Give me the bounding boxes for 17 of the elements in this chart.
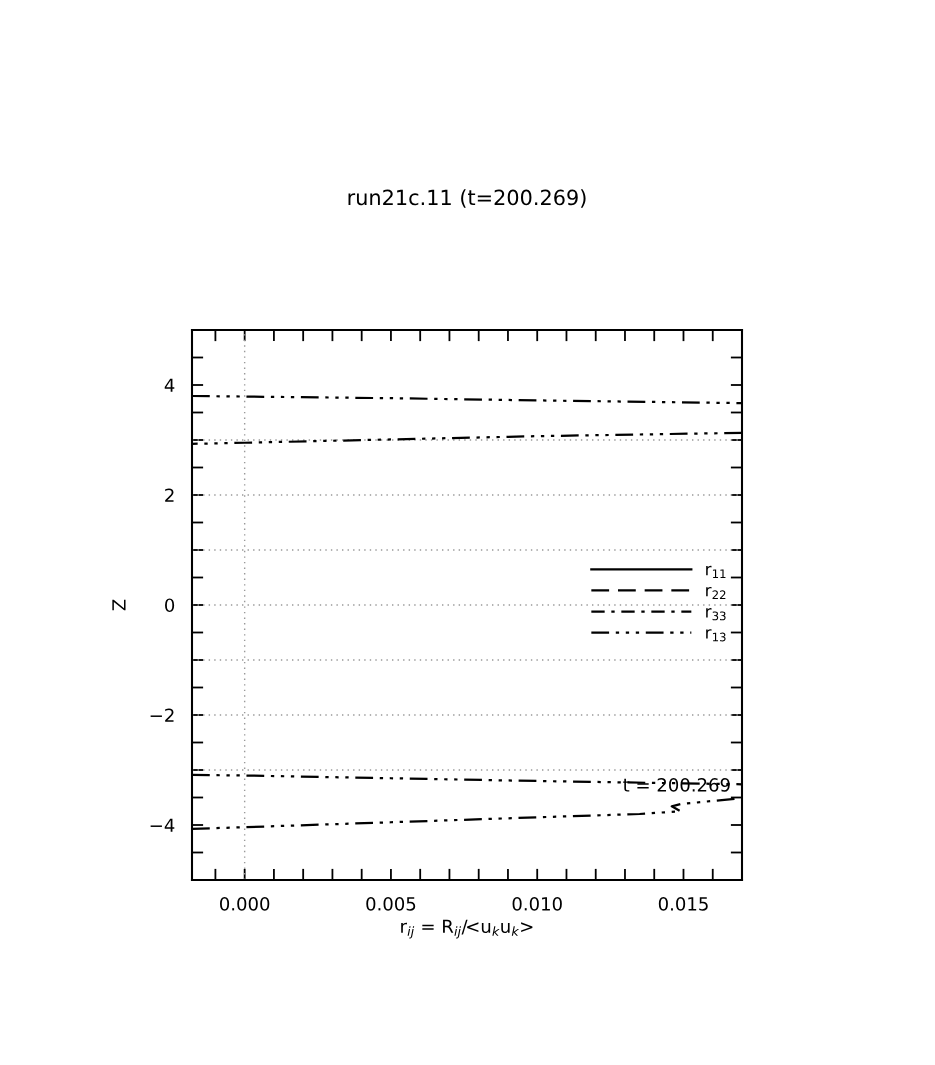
y-tick-label: 2 [165, 488, 174, 502]
legend-label: r$_{33}$ [706, 608, 726, 621]
x-tick-label: 0.005 [366, 896, 416, 911]
x-tick-label: 0.015 [658, 896, 708, 911]
legend-label: r$_{22}$ [706, 586, 726, 600]
y-tick-label: 0 [165, 598, 175, 613]
y-tick-label: −4 [150, 818, 175, 832]
chart-title: run21c.11 (t=200.269) [348, 189, 586, 208]
annotation: t = 200.269 [623, 778, 730, 792]
legend-label: r$_{11}$ [706, 565, 726, 578]
text: r$_{ij}$ = R$_{ij}$/<u$_{k}$u$_{k}$> [401, 919, 533, 939]
legend-label: r$_{13}$ [706, 629, 726, 642]
y-tick-label: −2 [150, 708, 174, 722]
y-tick-label: 4 [164, 378, 175, 392]
x-tick-label: 0.010 [512, 896, 562, 911]
y-axis-title: Z [112, 599, 126, 611]
x-tick-label: 0.000 [220, 896, 270, 911]
